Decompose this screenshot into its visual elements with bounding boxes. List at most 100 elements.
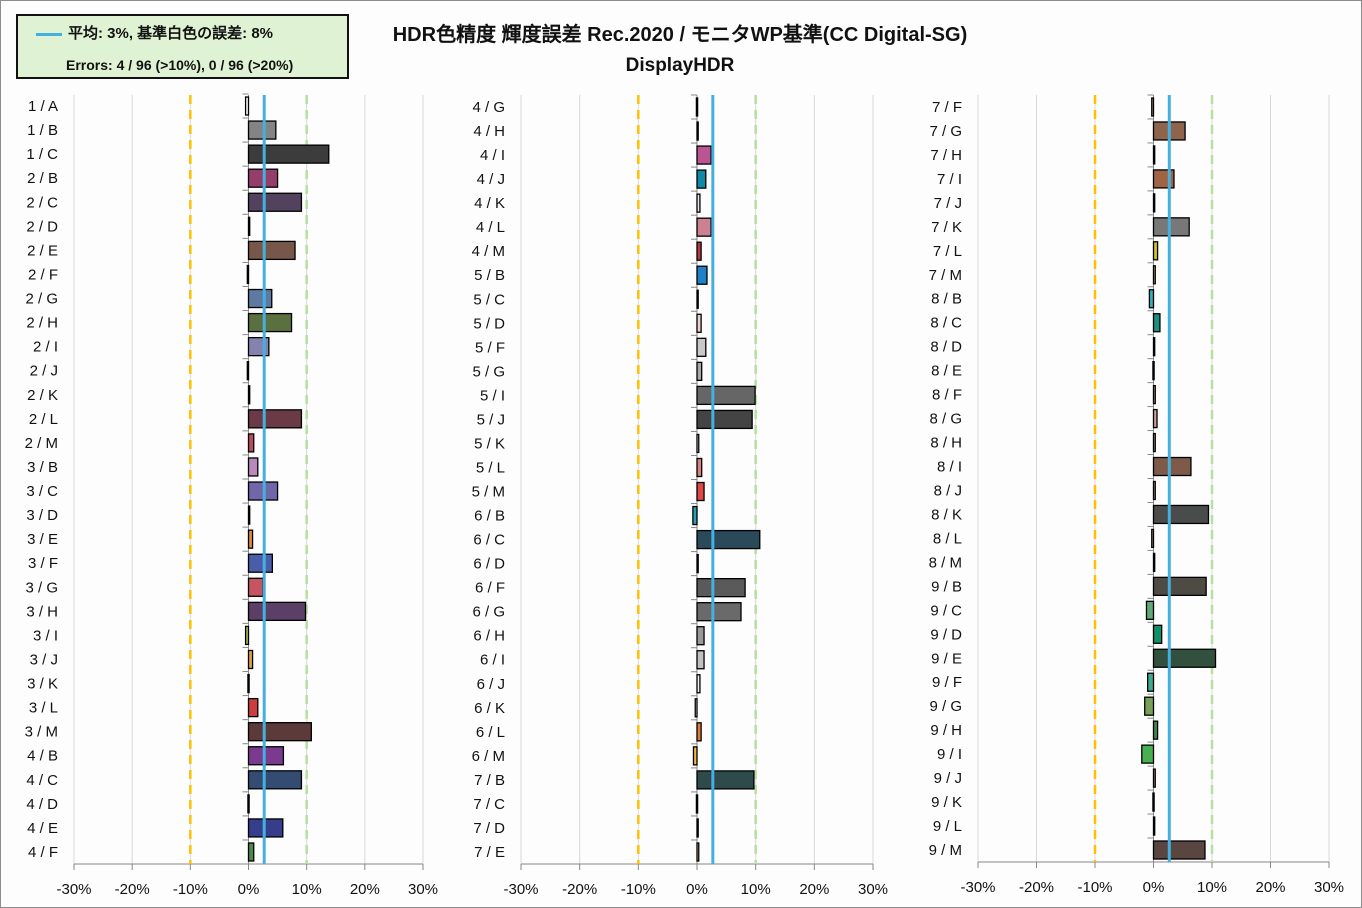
category-label: 3 / J	[30, 651, 58, 668]
category-label: 4 / L	[476, 219, 505, 236]
bar-8-K	[1152, 504, 1210, 525]
x-tick-label: 10%	[292, 881, 322, 898]
category-label: 4 / C	[26, 772, 58, 789]
bar-4-D	[247, 794, 250, 814]
bar-4-B	[247, 746, 285, 766]
category-label: 7 / E	[474, 844, 505, 861]
category-label: 8 / D	[930, 339, 962, 356]
category-label: 8 / C	[930, 315, 962, 332]
bar-5-D	[696, 313, 702, 333]
bar-8-J	[1152, 480, 1156, 501]
category-label: 6 / H	[473, 628, 505, 645]
category-label: 3 / D	[26, 507, 58, 524]
category-label: 5 / M	[472, 484, 505, 501]
category-label: 7 / G	[929, 123, 962, 140]
category-label: 4 / M	[472, 243, 505, 260]
bar-5-J	[696, 409, 753, 430]
category-label: 6 / I	[480, 652, 505, 669]
category-label: 4 / I	[480, 147, 505, 164]
category-label: 4 / K	[474, 195, 505, 212]
bar-2-F	[246, 264, 250, 285]
bar-2-G	[247, 288, 273, 309]
x-tick-label: 20%	[1255, 879, 1285, 896]
category-label: 2 / B	[27, 170, 58, 187]
category-label: 3 / H	[26, 603, 58, 620]
bar-3-K	[247, 673, 250, 694]
x-tick-label: 0%	[238, 881, 260, 898]
category-label: 4 / B	[27, 748, 58, 765]
bar-7-H	[1152, 145, 1156, 165]
bar-4-F	[247, 842, 255, 862]
bar-7-I	[1152, 169, 1175, 189]
x-tick-label: -20%	[562, 881, 597, 898]
category-label: 7 / H	[930, 147, 962, 164]
category-label: 7 / F	[932, 99, 962, 116]
category-label: 5 / F	[475, 339, 505, 356]
category-label: 8 / B	[931, 291, 962, 308]
category-label: 2 / G	[25, 291, 58, 308]
bar-8-E	[1152, 360, 1155, 381]
category-label: 5 / K	[474, 435, 505, 452]
bar-9-K	[1152, 792, 1155, 812]
category-label: 9 / C	[930, 602, 962, 619]
bar-3-M	[247, 722, 312, 742]
bar-9-D	[1152, 624, 1163, 644]
bar-4-H	[696, 121, 699, 141]
bar-5-C	[696, 289, 699, 309]
bar-2-I	[247, 336, 270, 357]
bar-1-A	[244, 96, 250, 116]
legend-errors-label: Errors: 4 / 96 (>10%), 0 / 96 (>20%)	[66, 57, 294, 73]
category-label: 6 / B	[474, 508, 505, 525]
category-label: 9 / G	[929, 698, 962, 715]
x-tick-label: -10%	[173, 881, 208, 898]
bar-7-B	[696, 770, 755, 790]
category-label: 7 / K	[931, 219, 962, 236]
bar-4-L	[696, 217, 712, 237]
x-tick-label: -20%	[1019, 879, 1054, 896]
bar-4-K	[696, 193, 701, 213]
category-label: 8 / E	[931, 363, 962, 380]
bar-3-B	[247, 457, 259, 477]
bar-3-I	[244, 625, 250, 646]
x-tick-label: -30%	[960, 879, 995, 896]
category-label: 6 / D	[473, 556, 505, 573]
category-label: 6 / K	[474, 700, 505, 717]
category-label: 3 / L	[29, 700, 58, 717]
x-tick-label: 30%	[858, 881, 888, 898]
category-label: 9 / F	[932, 674, 962, 691]
category-label: 9 / E	[931, 650, 962, 667]
bar-8-G	[1152, 408, 1158, 429]
category-label: 9 / D	[930, 626, 962, 643]
bar-9-C	[1145, 600, 1155, 620]
bar-5-I	[696, 385, 756, 406]
category-label: 2 / J	[30, 363, 58, 380]
bar-6-H	[696, 626, 705, 646]
category-label: 8 / M	[929, 554, 962, 571]
bar-1-C	[247, 144, 330, 164]
bar-3-D	[247, 505, 251, 525]
category-label: 9 / J	[934, 770, 962, 787]
x-tick-label: -30%	[56, 881, 91, 898]
category-label: 7 / L	[933, 243, 962, 260]
bar-3-E	[247, 529, 254, 549]
category-label: 3 / I	[33, 627, 58, 644]
x-tick-label: 30%	[1314, 879, 1344, 896]
chart-subtitle: DisplayHDR	[625, 55, 735, 76]
category-label: 4 / D	[26, 796, 58, 813]
bar-5-G	[696, 361, 703, 382]
category-label: 2 / M	[25, 435, 58, 452]
category-label: 7 / B	[474, 772, 505, 789]
bar-7-L	[1152, 241, 1159, 261]
x-tick-label: 20%	[799, 881, 829, 898]
bar-7-E	[696, 842, 700, 862]
bar-8-F	[1152, 384, 1156, 405]
category-label: 4 / F	[28, 844, 58, 861]
bar-6-I	[696, 650, 705, 670]
category-label: 8 / G	[929, 411, 962, 428]
category-label: 5 / G	[472, 363, 505, 380]
category-label: 6 / L	[476, 724, 505, 741]
bar-1-B	[247, 120, 277, 140]
bar-9-E	[1152, 648, 1217, 668]
category-label: 5 / L	[476, 459, 505, 476]
bar-2-H	[247, 312, 293, 333]
